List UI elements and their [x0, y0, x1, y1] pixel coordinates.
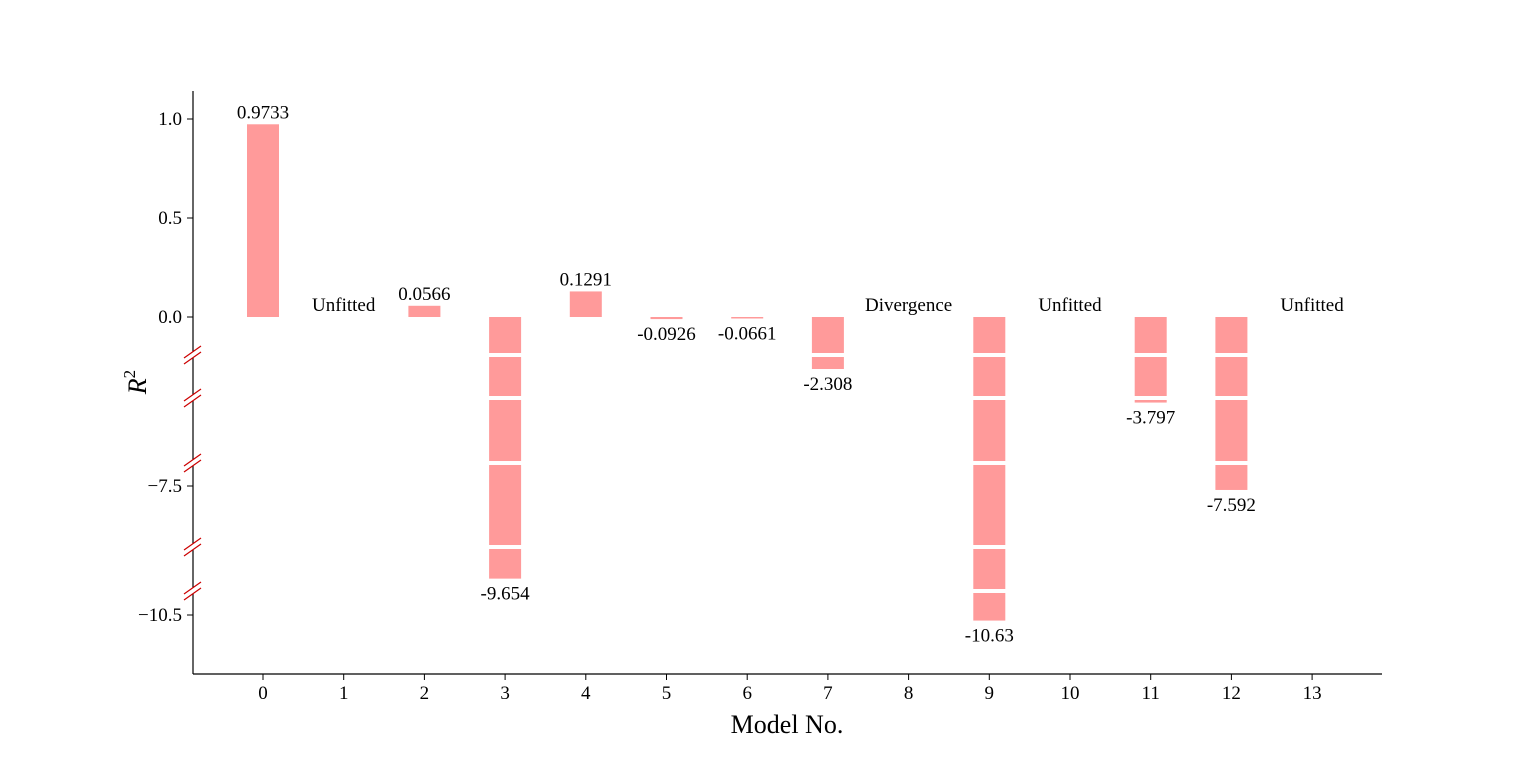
- bar-0: [247, 124, 279, 318]
- bar-3: [489, 317, 522, 579]
- y-axis-break-mark-1-1: [183, 394, 202, 408]
- y-axis-break-mark-4-0: [183, 581, 202, 595]
- bar-7-break-gap-0: [810, 353, 845, 357]
- bar-3-break-gap-0: [488, 353, 523, 357]
- x-tick-label-3: 3: [500, 683, 510, 704]
- bar-9-break-gap-0: [972, 353, 1007, 357]
- x-tick-label-11: 11: [1142, 683, 1160, 704]
- labels-layer: 0.9733 Unfitted 0.0566 -9.654 0.1291 -0.0926 -…: [237, 102, 1344, 646]
- bar-11: [1134, 317, 1167, 403]
- status-label-8: Divergence: [865, 295, 952, 316]
- data-label-7: -2.308: [803, 374, 852, 395]
- y-axis-title-base: R: [123, 378, 152, 395]
- y-tick-label-0: 1.0: [158, 109, 182, 130]
- y-tick-label-3: −7.5: [148, 476, 182, 497]
- status-label-1: Unfitted: [312, 295, 376, 316]
- status-label-13: Unfitted: [1280, 295, 1344, 316]
- y-tick-label-2: 0.0: [158, 307, 182, 328]
- y-axis-title: R2: [120, 370, 152, 395]
- axes-layer: 0 1 2 3 4 5 6 7 8 9 10 11 12 131.00.50.0−7.5−10.5: [138, 91, 1382, 704]
- y-axis-break-mark-0-1: [183, 351, 202, 365]
- bar-4: [569, 291, 602, 317]
- bar-6: [731, 317, 764, 319]
- y-axis-break-mark-3-1: [183, 543, 202, 557]
- x-tick-label-9: 9: [985, 683, 995, 704]
- bar-11-break-gap-1: [1133, 396, 1168, 400]
- y-axis-title-superscript: 2: [120, 370, 139, 379]
- bar-2: [408, 305, 441, 317]
- y-axis-break-gap-1: [189, 395, 197, 401]
- x-tick-label-1: 1: [339, 683, 349, 704]
- bar-9-break-gap-1: [972, 396, 1007, 400]
- y-axis-break-gap-3: [189, 544, 197, 550]
- bar-7: [811, 317, 844, 370]
- data-label-3: -9.654: [481, 584, 531, 605]
- y-tick-label-1: 0.5: [158, 208, 182, 229]
- bar-9-break-gap-3: [972, 545, 1007, 549]
- bars-layer: [247, 124, 1249, 621]
- x-axis-title: Model No.: [731, 710, 844, 739]
- y-axis-break-gap-4: [189, 588, 197, 594]
- x-tick-label-5: 5: [662, 683, 672, 704]
- y-tick-label-4: −10.5: [138, 605, 182, 626]
- y-axis-break-mark-2-1: [183, 459, 202, 473]
- x-tick-label-4: 4: [581, 683, 591, 704]
- bar-9: [973, 317, 1006, 621]
- data-label-2: 0.0566: [398, 284, 450, 305]
- axis-breaks-layer: [183, 345, 202, 601]
- x-tick-label-0: 0: [258, 683, 268, 704]
- bar-3-break-gap-3: [488, 545, 523, 549]
- y-axis-break-mark-3-0: [183, 537, 202, 551]
- data-label-6: -0.0661: [718, 323, 777, 344]
- bar-11-break-gap-0: [1133, 353, 1168, 357]
- x-tick-label-12: 12: [1222, 683, 1241, 704]
- data-label-11: -3.797: [1126, 408, 1175, 429]
- y-axis-break-mark-2-0: [183, 453, 202, 467]
- data-label-12: -7.592: [1207, 495, 1256, 516]
- bar-12-break-gap-1: [1214, 396, 1249, 400]
- x-tick-label-8: 8: [904, 683, 914, 704]
- x-tick-label-6: 6: [742, 683, 752, 704]
- bar-12-break-gap-2: [1214, 461, 1249, 465]
- x-tick-label-2: 2: [420, 683, 430, 704]
- bar-3-break-gap-1: [488, 396, 523, 400]
- x-tick-label-7: 7: [823, 683, 833, 704]
- bar-9-break-gap-2: [972, 461, 1007, 465]
- data-label-0: 0.9733: [237, 102, 289, 123]
- x-tick-label-10: 10: [1061, 683, 1080, 704]
- data-label-9: -10.63: [965, 626, 1014, 647]
- bar-3-break-gap-2: [488, 461, 523, 465]
- data-label-5: -0.0926: [637, 324, 696, 345]
- y-axis-break-gap-0: [189, 352, 197, 358]
- y-axis-break-mark-4-1: [183, 587, 202, 601]
- bar-12-break-gap-0: [1214, 353, 1249, 357]
- status-label-10: Unfitted: [1038, 295, 1102, 316]
- data-label-4: 0.1291: [560, 269, 612, 290]
- bar-5: [650, 317, 683, 320]
- x-tick-label-13: 13: [1303, 683, 1322, 704]
- y-axis-break-mark-0-0: [183, 345, 202, 359]
- y-axis-break-gap-2: [189, 460, 197, 466]
- y-axis-break-mark-1-0: [183, 388, 202, 402]
- bar-9-break-gap-4: [972, 589, 1007, 593]
